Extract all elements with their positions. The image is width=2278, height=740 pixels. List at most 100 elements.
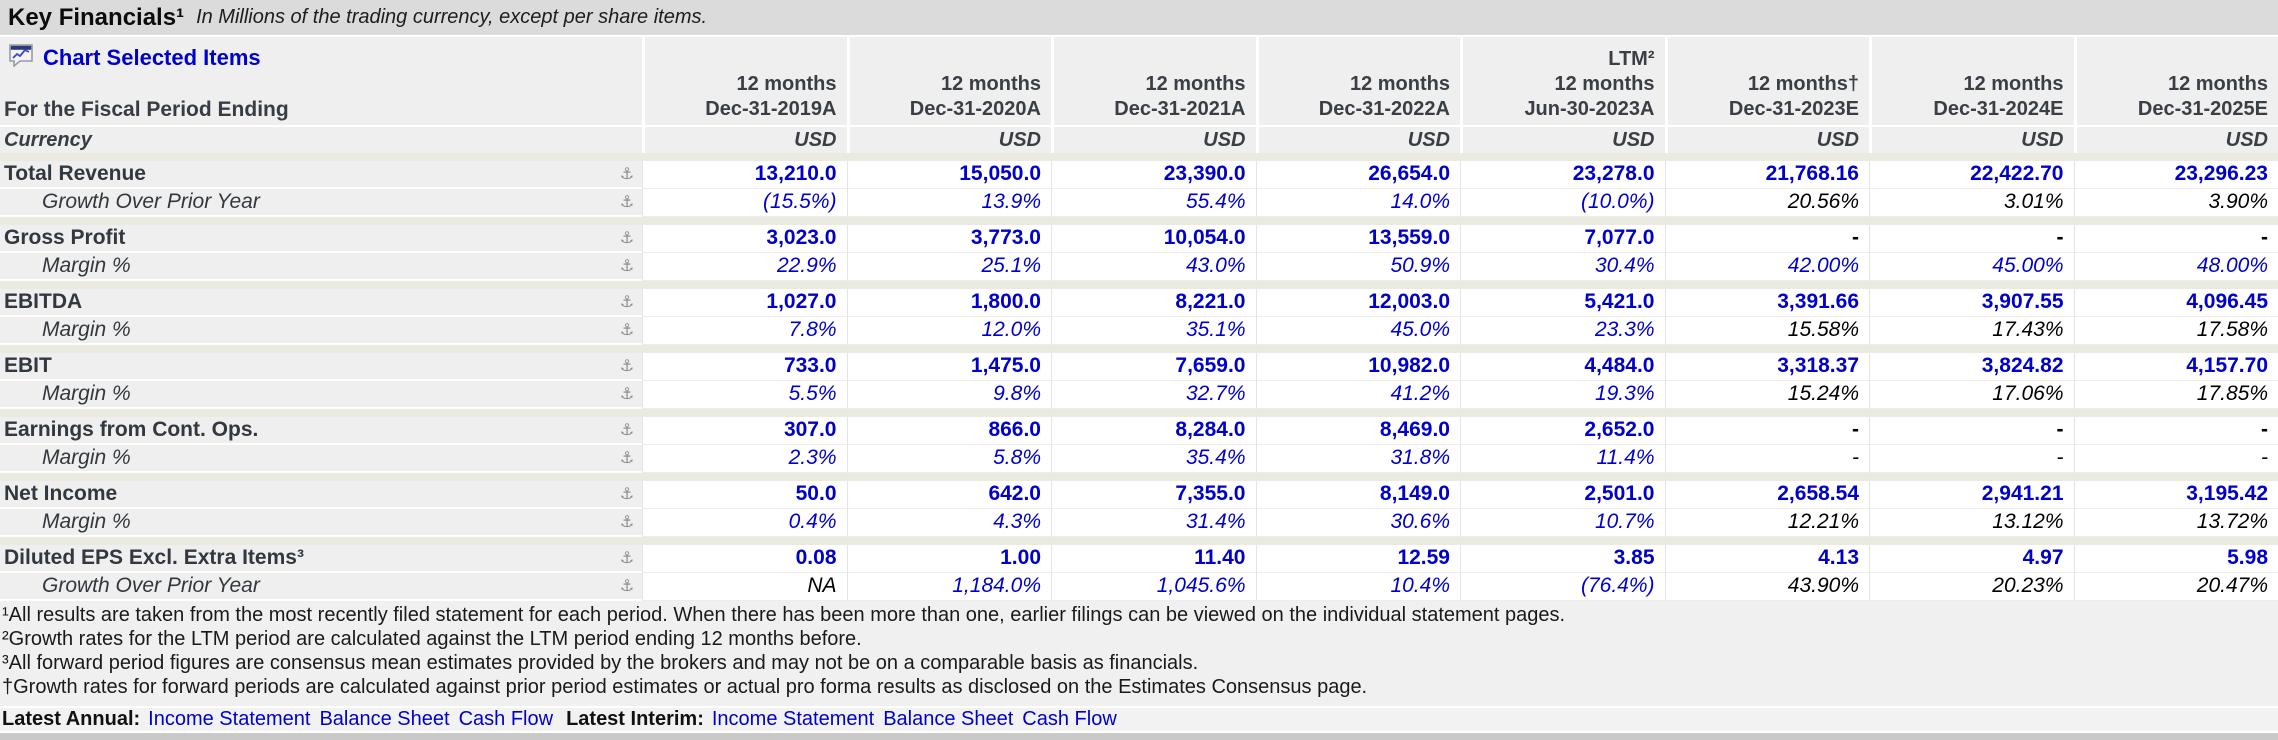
anchor-icon[interactable]: ⚓ xyxy=(612,509,642,537)
value-cell[interactable]: 43.0% xyxy=(1051,253,1256,281)
value-cell[interactable]: 2,941.21 xyxy=(1869,481,2074,509)
value-cell[interactable]: 307.0 xyxy=(642,417,847,445)
value-cell[interactable]: 1.00 xyxy=(846,545,1051,573)
value-cell[interactable]: 7,355.0 xyxy=(1051,481,1256,509)
value-cell[interactable]: 866.0 xyxy=(846,417,1051,445)
value-cell[interactable]: 8,469.0 xyxy=(1255,417,1460,445)
value-cell[interactable]: 23,278.0 xyxy=(1460,161,1665,189)
annual-link-income-statement[interactable]: Income Statement xyxy=(148,708,311,730)
interim-link-balance-sheet[interactable]: Balance Sheet xyxy=(883,708,1014,730)
anchor-icon[interactable]: ⚓ xyxy=(612,545,642,573)
value-cell[interactable]: 1,045.6% xyxy=(1051,573,1256,601)
value-cell[interactable]: 12,003.0 xyxy=(1255,289,1460,317)
value-cell[interactable]: 22,422.70 xyxy=(1869,161,2074,189)
value-cell[interactable]: 3,023.0 xyxy=(642,225,847,253)
value-cell[interactable]: 45.0% xyxy=(1255,317,1460,345)
value-cell[interactable]: 35.4% xyxy=(1051,445,1256,473)
value-cell[interactable]: 4.97 xyxy=(1869,545,2074,573)
anchor-icon[interactable]: ⚓ xyxy=(612,225,642,253)
value-cell[interactable]: 3,773.0 xyxy=(846,225,1051,253)
value-cell[interactable]: 2,658.54 xyxy=(1664,481,1869,509)
value-cell[interactable]: 642.0 xyxy=(846,481,1051,509)
value-cell[interactable]: 5.5% xyxy=(642,381,847,409)
value-cell[interactable]: 55.4% xyxy=(1051,189,1256,217)
value-cell[interactable]: 3,824.82 xyxy=(1869,353,2074,381)
value-cell[interactable]: 8,221.0 xyxy=(1051,289,1256,317)
value-cell[interactable]: 0.4% xyxy=(642,509,847,537)
value-cell[interactable]: 5.98 xyxy=(2073,545,2278,573)
value-cell[interactable]: 30.4% xyxy=(1460,253,1665,281)
value-cell[interactable]: 13.9% xyxy=(846,189,1051,217)
value-cell[interactable]: 5.8% xyxy=(846,445,1051,473)
chart-selected-items-link[interactable]: Chart Selected Items xyxy=(8,43,261,73)
value-cell[interactable]: 1,475.0 xyxy=(846,353,1051,381)
value-cell[interactable]: 4,096.45 xyxy=(2073,289,2278,317)
value-cell[interactable]: 23.3% xyxy=(1460,317,1665,345)
value-cell[interactable]: 23,296.23 xyxy=(2073,161,2278,189)
value-cell[interactable]: 7.8% xyxy=(642,317,847,345)
value-cell[interactable]: 3,907.55 xyxy=(1869,289,2074,317)
value-cell[interactable]: 3.85 xyxy=(1460,545,1665,573)
value-cell[interactable]: 35.1% xyxy=(1051,317,1256,345)
value-cell[interactable]: 10,054.0 xyxy=(1051,225,1256,253)
anchor-icon[interactable]: ⚓ xyxy=(612,445,642,473)
anchor-icon[interactable]: ⚓ xyxy=(612,317,642,345)
value-cell[interactable]: 2,501.0 xyxy=(1460,481,1665,509)
value-cell[interactable]: 5,421.0 xyxy=(1460,289,1665,317)
value-cell[interactable]: 12.59 xyxy=(1255,545,1460,573)
value-cell[interactable]: 19.3% xyxy=(1460,381,1665,409)
value-cell[interactable]: 14.0% xyxy=(1255,189,1460,217)
value-cell[interactable]: 11.40 xyxy=(1051,545,1256,573)
value-cell[interactable]: (76.4%) xyxy=(1460,573,1665,601)
value-cell[interactable]: 9.8% xyxy=(846,381,1051,409)
value-cell[interactable]: 1,800.0 xyxy=(846,289,1051,317)
value-cell[interactable]: 4.3% xyxy=(846,509,1051,537)
value-cell[interactable]: 45.00% xyxy=(1869,253,2074,281)
value-cell[interactable]: 32.7% xyxy=(1051,381,1256,409)
value-cell[interactable]: 10,982.0 xyxy=(1255,353,1460,381)
anchor-icon[interactable]: ⚓ xyxy=(612,381,642,409)
value-cell[interactable]: 733.0 xyxy=(642,353,847,381)
anchor-icon[interactable]: ⚓ xyxy=(612,353,642,381)
anchor-icon[interactable]: ⚓ xyxy=(612,253,642,281)
anchor-icon[interactable]: ⚓ xyxy=(612,189,642,217)
value-cell[interactable]: 7,659.0 xyxy=(1051,353,1256,381)
anchor-icon[interactable]: ⚓ xyxy=(612,161,642,189)
value-cell[interactable]: (15.5%) xyxy=(642,189,847,217)
value-cell[interactable]: 50.9% xyxy=(1255,253,1460,281)
value-cell[interactable]: 4.13 xyxy=(1664,545,1869,573)
value-cell[interactable]: 50.0 xyxy=(642,481,847,509)
value-cell[interactable]: 3,318.37 xyxy=(1664,353,1869,381)
value-cell[interactable]: 48.00% xyxy=(2073,253,2278,281)
anchor-icon[interactable]: ⚓ xyxy=(612,289,642,317)
anchor-icon[interactable]: ⚓ xyxy=(612,481,642,509)
value-cell[interactable]: 13,559.0 xyxy=(1255,225,1460,253)
value-cell[interactable]: 8,149.0 xyxy=(1255,481,1460,509)
value-cell[interactable]: 10.7% xyxy=(1460,509,1665,537)
value-cell[interactable]: 1,027.0 xyxy=(642,289,847,317)
value-cell[interactable]: 11.4% xyxy=(1460,445,1665,473)
value-cell[interactable]: 15,050.0 xyxy=(846,161,1051,189)
value-cell[interactable]: 4,157.70 xyxy=(2073,353,2278,381)
annual-link-cash-flow[interactable]: Cash Flow xyxy=(458,708,554,730)
interim-link-income-statement[interactable]: Income Statement xyxy=(711,708,875,730)
value-cell[interactable]: 4,484.0 xyxy=(1460,353,1665,381)
value-cell[interactable]: 23,390.0 xyxy=(1051,161,1256,189)
value-cell[interactable]: 7,077.0 xyxy=(1460,225,1665,253)
value-cell[interactable]: 21,768.16 xyxy=(1664,161,1869,189)
value-cell[interactable]: 31.4% xyxy=(1051,509,1256,537)
value-cell[interactable]: 2,652.0 xyxy=(1460,417,1665,445)
interim-link-cash-flow[interactable]: Cash Flow xyxy=(1022,708,1117,730)
anchor-icon[interactable]: ⚓ xyxy=(612,417,642,445)
value-cell[interactable]: 2.3% xyxy=(642,445,847,473)
value-cell[interactable]: 30.6% xyxy=(1255,509,1460,537)
value-cell[interactable]: 3,391.66 xyxy=(1664,289,1869,317)
value-cell[interactable]: 12.0% xyxy=(846,317,1051,345)
value-cell[interactable]: 41.2% xyxy=(1255,381,1460,409)
anchor-icon[interactable]: ⚓ xyxy=(612,573,642,601)
value-cell[interactable]: 22.9% xyxy=(642,253,847,281)
value-cell[interactable]: 8,284.0 xyxy=(1051,417,1256,445)
value-cell[interactable]: 25.1% xyxy=(846,253,1051,281)
value-cell[interactable]: 13,210.0 xyxy=(642,161,847,189)
value-cell[interactable]: 1,184.0% xyxy=(846,573,1051,601)
